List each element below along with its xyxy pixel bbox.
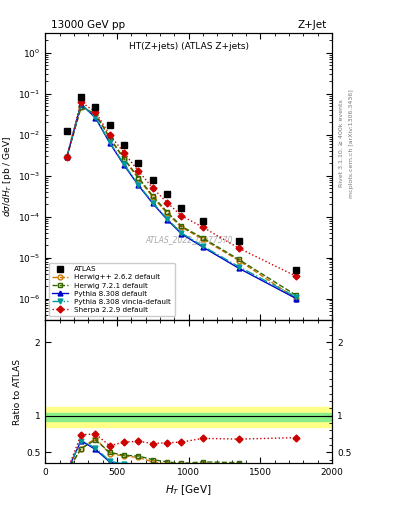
Sherpa 2.2.9 default bbox=[64, 154, 69, 160]
Herwig 7.2.1 default bbox=[64, 154, 69, 160]
ATLAS bbox=[165, 191, 169, 198]
Text: ATLAS_2022_I2077570: ATLAS_2022_I2077570 bbox=[145, 235, 232, 244]
Sherpa 2.2.9 default bbox=[237, 245, 241, 251]
Herwig++ 2.6.2 default bbox=[93, 111, 98, 117]
Herwig++ 2.6.2 default bbox=[64, 154, 69, 160]
Sherpa 2.2.9 default bbox=[136, 168, 141, 174]
Sherpa 2.2.9 default bbox=[151, 185, 155, 191]
ATLAS bbox=[179, 205, 184, 211]
Herwig 7.2.1 default bbox=[237, 257, 241, 263]
Herwig++ 2.6.2 default bbox=[122, 156, 127, 162]
Sherpa 2.2.9 default bbox=[179, 212, 184, 219]
Herwig++ 2.6.2 default bbox=[151, 194, 155, 200]
Sherpa 2.2.9 default bbox=[165, 200, 169, 206]
Text: Rivet 3.1.10, ≥ 400k events: Rivet 3.1.10, ≥ 400k events bbox=[339, 99, 344, 187]
Pythia 8.308 vincia-default bbox=[122, 161, 127, 167]
Pythia 8.308 default bbox=[165, 217, 169, 223]
Line: Pythia 8.308 default: Pythia 8.308 default bbox=[64, 102, 299, 301]
Pythia 8.308 vincia-default bbox=[237, 264, 241, 270]
ATLAS bbox=[122, 142, 127, 148]
Text: Z+Jet: Z+Jet bbox=[297, 20, 326, 30]
Pythia 8.308 default bbox=[79, 101, 83, 107]
Pythia 8.308 default bbox=[179, 231, 184, 237]
Pythia 8.308 default bbox=[237, 265, 241, 271]
Text: 13000 GeV pp: 13000 GeV pp bbox=[51, 20, 125, 30]
ATLAS bbox=[79, 94, 83, 100]
Sherpa 2.2.9 default bbox=[93, 109, 98, 115]
Herwig 7.2.1 default bbox=[122, 156, 127, 162]
Pythia 8.308 vincia-default bbox=[151, 200, 155, 206]
Herwig++ 2.6.2 default bbox=[79, 104, 83, 110]
ATLAS bbox=[136, 160, 141, 166]
Text: HT(Z+jets) (ATLAS Z+jets): HT(Z+jets) (ATLAS Z+jets) bbox=[129, 42, 249, 51]
Bar bbox=[45, 413, 332, 421]
Herwig++ 2.6.2 default bbox=[200, 236, 205, 242]
Herwig++ 2.6.2 default bbox=[165, 210, 169, 217]
Herwig++ 2.6.2 default bbox=[179, 224, 184, 230]
Pythia 8.308 default bbox=[136, 182, 141, 188]
Sherpa 2.2.9 default bbox=[294, 273, 299, 280]
Pythia 8.308 vincia-default bbox=[294, 294, 299, 300]
Herwig 7.2.1 default bbox=[294, 292, 299, 298]
Pythia 8.308 vincia-default bbox=[200, 243, 205, 249]
ATLAS bbox=[151, 177, 155, 183]
ATLAS bbox=[294, 267, 299, 273]
Line: Herwig 7.2.1 default: Herwig 7.2.1 default bbox=[64, 105, 299, 298]
ATLAS bbox=[200, 218, 205, 224]
Legend: ATLAS, Herwig++ 2.6.2 default, Herwig 7.2.1 default, Pythia 8.308 default, Pythi: ATLAS, Herwig++ 2.6.2 default, Herwig 7.… bbox=[49, 263, 174, 316]
Pythia 8.308 default bbox=[294, 295, 299, 302]
Line: ATLAS: ATLAS bbox=[63, 93, 300, 273]
Pythia 8.308 default bbox=[107, 140, 112, 146]
Pythia 8.308 vincia-default bbox=[93, 114, 98, 120]
Line: Pythia 8.308 vincia-default: Pythia 8.308 vincia-default bbox=[64, 102, 299, 300]
Herwig 7.2.1 default bbox=[151, 193, 155, 199]
Herwig 7.2.1 default bbox=[79, 104, 83, 110]
ATLAS bbox=[93, 104, 98, 110]
Herwig++ 2.6.2 default bbox=[107, 135, 112, 141]
Line: Herwig++ 2.6.2 default: Herwig++ 2.6.2 default bbox=[64, 105, 299, 301]
Line: Sherpa 2.2.9 default: Sherpa 2.2.9 default bbox=[64, 99, 299, 279]
Pythia 8.308 default bbox=[200, 244, 205, 250]
Herwig++ 2.6.2 default bbox=[294, 295, 299, 302]
Pythia 8.308 vincia-default bbox=[107, 139, 112, 145]
Herwig 7.2.1 default bbox=[179, 223, 184, 229]
Sherpa 2.2.9 default bbox=[79, 99, 83, 105]
Herwig++ 2.6.2 default bbox=[136, 176, 141, 182]
Herwig 7.2.1 default bbox=[93, 111, 98, 117]
Bar bbox=[45, 407, 332, 428]
ATLAS bbox=[237, 238, 241, 244]
X-axis label: $H_T$ [GeV]: $H_T$ [GeV] bbox=[165, 483, 212, 497]
Pythia 8.308 default bbox=[64, 154, 69, 160]
Pythia 8.308 vincia-default bbox=[136, 182, 141, 188]
Herwig 7.2.1 default bbox=[107, 135, 112, 141]
Herwig++ 2.6.2 default bbox=[237, 258, 241, 264]
Sherpa 2.2.9 default bbox=[200, 224, 205, 230]
Sherpa 2.2.9 default bbox=[122, 150, 127, 156]
Pythia 8.308 default bbox=[122, 162, 127, 168]
Herwig 7.2.1 default bbox=[136, 175, 141, 181]
Herwig 7.2.1 default bbox=[200, 235, 205, 241]
Pythia 8.308 default bbox=[93, 115, 98, 121]
Text: mcplots.cern.ch [arXiv:1306.3436]: mcplots.cern.ch [arXiv:1306.3436] bbox=[349, 89, 354, 198]
Pythia 8.308 vincia-default bbox=[79, 101, 83, 107]
Pythia 8.308 vincia-default bbox=[64, 154, 69, 160]
ATLAS bbox=[107, 122, 112, 129]
Pythia 8.308 default bbox=[151, 200, 155, 206]
Pythia 8.308 vincia-default bbox=[165, 216, 169, 222]
Herwig 7.2.1 default bbox=[165, 209, 169, 215]
ATLAS bbox=[64, 129, 69, 135]
Sherpa 2.2.9 default bbox=[107, 132, 112, 138]
Pythia 8.308 vincia-default bbox=[179, 230, 184, 236]
Y-axis label: Ratio to ATLAS: Ratio to ATLAS bbox=[13, 359, 22, 424]
Y-axis label: $d\sigma/dH_T$ [pb / GeV]: $d\sigma/dH_T$ [pb / GeV] bbox=[1, 136, 14, 217]
